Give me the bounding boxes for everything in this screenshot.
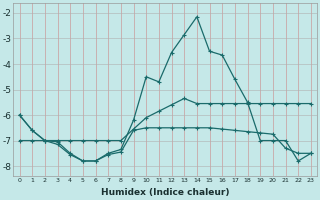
X-axis label: Humidex (Indice chaleur): Humidex (Indice chaleur): [101, 188, 229, 197]
